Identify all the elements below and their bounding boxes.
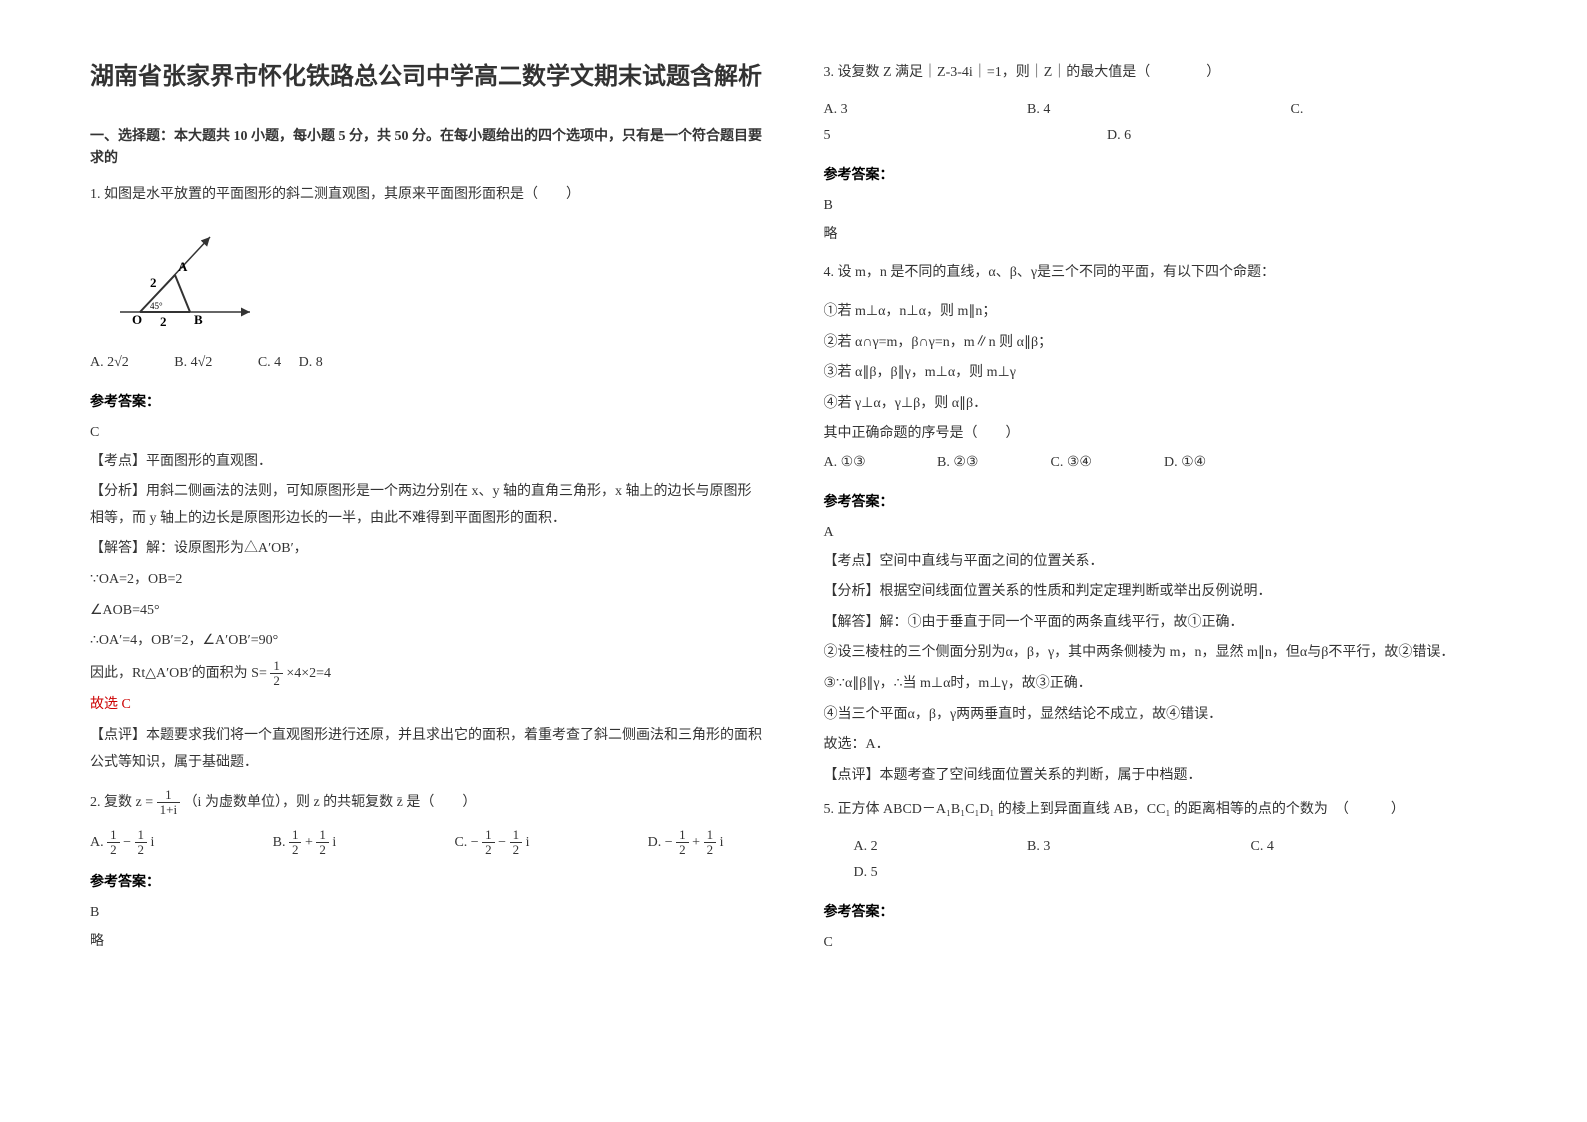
section-header: 一、选择题：本大题共 10 小题，每小题 5 分，共 50 分。在每小题给出的四… — [90, 126, 764, 171]
q4-options: A. ①③ B. ②③ C. ③④ D. ①④ — [824, 450, 1498, 477]
q3-opt-d: D. 6 — [1107, 128, 1131, 143]
q1-jieda2: ∵OA=2，OB=2 — [90, 567, 764, 594]
q3-opt-c-label: C. — [1291, 102, 1304, 117]
q5-stem: 5. 正方体 ABCD－A₁B₁C₁D₁ 的棱上到异面直线 AB，CC₁ 的距离… — [824, 797, 1498, 824]
q5-opt-c: C. 4 — [1251, 839, 1274, 854]
q1-jieda5-pre: 因此，Rt△A′OB′的面积为 S= — [90, 666, 267, 681]
q2-stem-pre: 2. 复数 — [90, 795, 136, 810]
figure-label-a: A — [178, 259, 188, 274]
q1-jieda5: 因此，Rt△A′OB′的面积为 S= 1 2 ×4×2=4 — [90, 659, 764, 689]
q4-qtext: 其中正确命题的序号是（ ） — [824, 421, 1498, 448]
q1-dianping: 【点评】本题要求我们将一个直观图形进行还原，并且求出它的面积，着重考查了斜二侧画… — [90, 723, 764, 776]
q2-options: A. 12 − 12 i B. 12 + 12 i C. − 12 − 12 i… — [90, 828, 764, 858]
figure-label-45: 45° — [150, 301, 163, 311]
q2-answer-label: 参考答案： — [90, 871, 764, 891]
q1-options: A. 2√2 B. 4√2 C. 4 D. 8 — [90, 350, 764, 377]
frac-z-icon: 1 1+i — [157, 788, 180, 818]
q2-stem-mid: （i 为虚数单位），则 z 的共轭复数 z̄ 是（ ） — [184, 795, 477, 810]
q1-figure: A B O 2 2 45° — [110, 227, 764, 342]
q1-opt-a: A. 2√2 — [90, 355, 129, 370]
q5-answer: C — [824, 935, 1498, 951]
q3-opt-b: B. 4 — [1027, 97, 1287, 124]
q4-line1: ①若 m⊥α，n⊥α，则 m∥n； — [824, 299, 1498, 326]
q4-opt-a: A. ①③ — [824, 450, 934, 477]
q2-opt-a: A. 12 − 12 i — [90, 828, 154, 858]
q5-answer-label: 参考答案： — [824, 901, 1498, 921]
q3-answer-label: 参考答案： — [824, 164, 1498, 184]
q4-jieda5: 故选：A． — [824, 732, 1498, 759]
q1-jieda6: 故选 C — [90, 692, 764, 719]
q4-fenxi: 【分析】根据空间线面位置关系的性质和判定定理判断或举出反例说明． — [824, 579, 1498, 606]
q1-jieda1: 【解答】解：设原图形为△A′OB′， — [90, 536, 764, 563]
q4-line2: ②若 α∩γ=m，β∩γ=n，m∥n 则 α∥β； — [824, 330, 1498, 357]
q2-opt-c: C. − 12 − 12 i — [454, 828, 529, 858]
q4-opt-c: C. ③④ — [1051, 450, 1161, 477]
q1-kaodian: 【考点】平面图形的直观图． — [90, 449, 764, 476]
q1-fenxi: 【分析】用斜二侧画法的法则，可知原图形是一个两边分别在 x、y 轴的直角三角形，… — [90, 479, 764, 532]
frac-half-icon: 1 2 — [270, 659, 283, 689]
q1-jieda3: ∠AOB=45° — [90, 598, 764, 625]
q4-jieda4: ④当三个平面α，β，γ两两垂直时，显然结论不成立，故④错误． — [824, 702, 1498, 729]
figure-label-2a: 2 — [150, 275, 157, 290]
q1-jieda5-post: ×4×2=4 — [286, 666, 331, 681]
q1-opt-d: D. 8 — [299, 355, 323, 370]
q2-answer: B — [90, 905, 764, 921]
figure-label-2b: 2 — [160, 314, 167, 329]
q4-jieda1: 【解答】解：①由于垂直于同一个平面的两条直线平行，故①正确． — [824, 610, 1498, 637]
q1-opt-b: B. 4√2 — [174, 355, 212, 370]
q5-opt-d: D. 5 — [824, 865, 878, 880]
q2-lue: 略 — [90, 929, 764, 956]
q4-answer: A — [824, 525, 1498, 541]
q4-jieda2: ②设三棱柱的三个侧面分别为α，β，γ，其中两条侧棱为 m，n，显然 m∥n，但α… — [824, 640, 1498, 667]
q3-stem: 3. 设复数 Z 满足｜Z-3-4i｜=1，则｜Z｜的最大值是（ ） — [824, 60, 1498, 87]
q4-dianping: 【点评】本题考查了空间线面位置关系的判断，属于中档题． — [824, 763, 1498, 790]
q4-kaodian: 【考点】空间中直线与平面之间的位置关系． — [824, 549, 1498, 576]
figure-label-o: O — [132, 312, 142, 327]
q2-stem: 2. 复数 z = 1 1+i （i 为虚数单位），则 z 的共轭复数 z̄ 是… — [90, 788, 764, 818]
q5-opt-b: B. 3 — [1027, 834, 1247, 861]
q1-opt-c: C. 4 — [258, 355, 281, 370]
page-title: 湖南省张家界市怀化铁路总公司中学高二数学文期末试题含解析 — [90, 60, 764, 94]
figure-label-b: B — [194, 312, 203, 327]
q5-options: A. 2 B. 3 C. 4 D. 5 — [824, 834, 1498, 887]
q3-lue: 略 — [824, 222, 1498, 249]
q4-answer-label: 参考答案： — [824, 491, 1498, 511]
q2-opt-b: B. 12 + 12 i — [273, 828, 337, 858]
right-column: 3. 设复数 Z 满足｜Z-3-4i｜=1，则｜Z｜的最大值是（ ） A. 3 … — [824, 60, 1498, 1062]
q3-opt-c-value: 5 — [824, 123, 1104, 150]
q1-jieda4: ∴OA′=4，OB′=2，∠A′OB′=90° — [90, 628, 764, 655]
q4-opt-b: B. ②③ — [937, 450, 1047, 477]
q1-answer-label: 参考答案： — [90, 391, 764, 411]
q2-opt-d: D. − 12 + 12 i — [648, 828, 724, 858]
q4-line3: ③若 α∥β，β∥γ，m⊥α，则 m⊥γ — [824, 360, 1498, 387]
q4-opt-d: D. ①④ — [1164, 455, 1206, 470]
q4-line4: ④若 γ⊥α，γ⊥β，则 α∥β． — [824, 391, 1498, 418]
q3-opt-a: A. 3 — [824, 97, 1024, 124]
left-column: 湖南省张家界市怀化铁路总公司中学高二数学文期末试题含解析 一、选择题：本大题共 … — [90, 60, 764, 1062]
q4-jieda3: ③∵α∥β∥γ，∴当 m⊥α时，m⊥γ，故③正确． — [824, 671, 1498, 698]
q4-stem: 4. 设 m，n 是不同的直线，α、β、γ是三个不同的平面，有以下四个命题： — [824, 260, 1498, 287]
q5-opt-a: A. 2 — [824, 834, 1024, 861]
q1-answer: C — [90, 425, 764, 441]
q3-options: A. 3 B. 4 C. 5 D. 6 — [824, 97, 1498, 150]
q1-stem: 1. 如图是水平放置的平面图形的斜二测直观图，其原来平面图形面积是（ ） — [90, 182, 764, 209]
q3-answer: B — [824, 198, 1498, 214]
